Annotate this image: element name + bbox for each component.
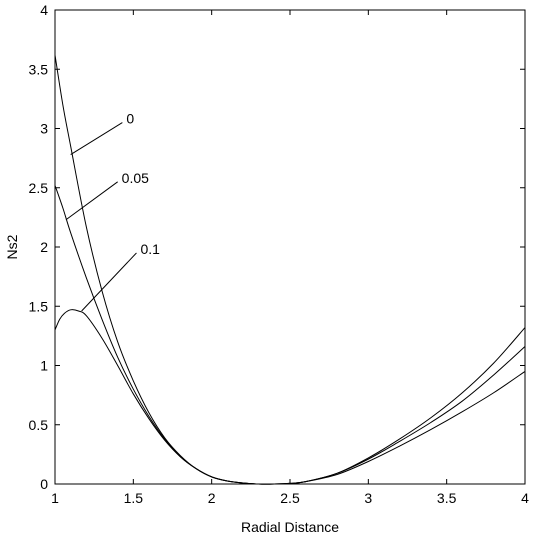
annotation-label-0: 0	[126, 111, 134, 127]
series-line-0-05	[54, 185, 526, 485]
y-tick-label: 1	[40, 358, 48, 374]
y-tick-label: 2	[40, 239, 48, 255]
x-tick-label: 3.5	[437, 490, 457, 506]
series-line-0-1	[54, 309, 526, 485]
y-tick-label: 1.5	[29, 298, 49, 314]
x-tick-label: 4	[521, 490, 529, 506]
annotation-layer: 0 0.05 0.1	[65, 111, 160, 312]
x-tick-label: 1.5	[124, 490, 144, 506]
x-tick-label: 1	[51, 490, 59, 506]
y-tick-label: 3	[40, 121, 48, 137]
y-axis-label: Ns2	[4, 234, 20, 259]
y-tick-label: 0	[40, 476, 48, 492]
y-tick-label: 2.5	[29, 180, 49, 196]
annotation-leader-0	[70, 122, 123, 155]
plot-frame	[54, 9, 526, 485]
y-tick-label: 0.5	[29, 417, 49, 433]
y-tick-label: 4	[40, 2, 48, 18]
annotation-label-0-1: 0.1	[140, 241, 160, 257]
annotation-label-0-05: 0.05	[122, 170, 149, 186]
series-layer	[54, 54, 526, 485]
x-tick-label: 2.5	[280, 490, 300, 506]
annotation-leader-0-05	[65, 181, 118, 221]
annotation-leader-0-1	[81, 252, 137, 312]
x-axis-label: Radial Distance	[241, 519, 339, 535]
x-tick-label: 3	[364, 490, 372, 506]
tick-layer: 1 1.5 2 2.5 3 3.5 4 0 0.5 1 1.5 2 2.5 3 3.5 4	[29, 2, 530, 506]
y-tick-label: 3.5	[29, 61, 49, 77]
x-tick-label: 2	[208, 490, 216, 506]
